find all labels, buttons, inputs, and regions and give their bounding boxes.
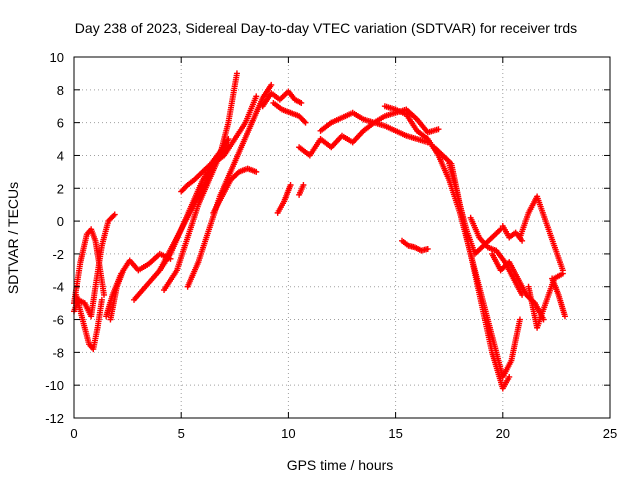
y-axis-label: SDTVAR / TECUs [5,182,21,294]
y-tick-label: 10 [50,50,64,65]
data-point [268,81,275,88]
series-track-13 [270,99,309,126]
series-track-09 [178,136,232,195]
data-point [435,126,442,133]
series-track-26 [525,270,566,331]
data-point [298,99,305,106]
x-tick-label: 15 [388,426,402,441]
series-track-08 [161,70,240,294]
y-tick-label: 0 [57,214,64,229]
x-tick-label: 20 [496,426,510,441]
y-tick-label: -8 [52,345,64,360]
data-point [98,296,105,303]
series-track-03 [71,211,118,320]
y-tick-label: -6 [52,313,64,328]
x-tick-label: 5 [178,426,185,441]
x-tick-label: 0 [70,426,77,441]
data-point [233,70,240,77]
series-track-10 [184,81,275,290]
series-track-27 [549,275,568,320]
data-point [118,270,125,277]
data-point [225,136,232,143]
y-tick-label: -10 [45,378,64,393]
series-track-14 [274,181,294,216]
data-point [424,245,431,252]
y-tick-label: -4 [52,280,64,295]
axis-ticks: 0 5 10 15 20 25 -12 -10 -8 -6 -4 -2 0 2 4 6 8 10 [45,50,617,441]
y-tick-label: 4 [57,148,64,163]
y-tick-label: 8 [57,83,64,98]
data-point [302,119,309,126]
data-point [253,168,260,175]
series-track-21 [446,160,504,257]
y-tick-label: -2 [52,247,64,262]
x-axis-label: GPS time / hours [287,457,394,473]
series-track-07 [156,93,260,274]
data-point [287,181,294,188]
data-point [300,181,307,188]
series-track-12 [259,88,305,110]
grid [74,57,610,418]
data-point [559,270,566,277]
y-tick-label: 2 [57,181,64,196]
series-track-15 [296,181,307,198]
x-tick-label: 10 [281,426,295,441]
data-point [516,316,523,323]
series-track-25 [516,193,566,274]
series-track-11 [210,165,260,216]
plot-frame [73,56,611,419]
data-point [101,291,108,298]
data-point [253,93,260,100]
series-track-19 [399,237,431,254]
data-point [111,211,118,218]
x-tick-label: 25 [603,426,617,441]
series-track-02 [73,291,105,353]
series-track-05 [103,270,125,320]
chart-title: Day 238 of 2023, Sidereal Day-to-day VTE… [75,20,577,36]
data-point [519,237,526,244]
series-track-17 [317,106,442,136]
y-tick-label: -12 [45,411,64,426]
data-points [71,70,568,392]
data-point [561,313,568,320]
data-point [506,373,513,380]
y-tick-label: 6 [57,116,64,131]
